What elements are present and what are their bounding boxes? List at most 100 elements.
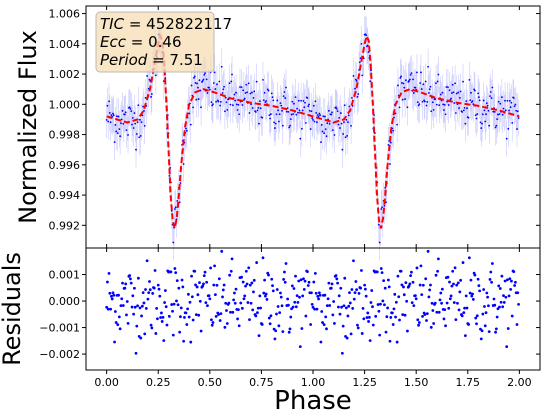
flux-point	[443, 104, 446, 106]
flux-point	[502, 107, 505, 110]
flux-point	[242, 89, 245, 92]
residual-point	[105, 305, 109, 309]
residual-point	[271, 289, 275, 293]
residual-point	[275, 288, 279, 291]
flux-point	[292, 113, 295, 115]
flux-point	[335, 106, 337, 109]
residual-point	[502, 294, 505, 297]
residual-point	[367, 320, 370, 323]
flux-point	[310, 110, 313, 113]
residual-point	[471, 292, 474, 296]
residual-point	[464, 294, 468, 298]
flux-point	[200, 106, 202, 109]
flux-point	[249, 92, 252, 95]
residual-point	[121, 281, 124, 285]
residual-point	[341, 324, 345, 328]
flux-point	[516, 110, 519, 113]
flux-point	[202, 78, 205, 81]
residual-point	[467, 323, 470, 326]
residual-point	[144, 307, 148, 310]
flux-point	[108, 112, 111, 114]
flux-point	[399, 77, 402, 79]
residual-point	[318, 293, 322, 297]
residual-point	[136, 276, 140, 280]
flux-point	[293, 102, 295, 105]
residual-point	[438, 298, 442, 302]
flux-point	[458, 107, 460, 109]
residual-point	[451, 269, 455, 273]
flux-point	[236, 109, 239, 111]
residual-point	[401, 313, 405, 317]
residual-point	[445, 301, 449, 305]
flux-point	[470, 91, 472, 94]
flux-point	[344, 136, 347, 139]
flux-point	[112, 112, 114, 115]
residual-point	[338, 312, 342, 316]
flux-point	[435, 82, 437, 85]
flux-point	[378, 241, 381, 244]
flux-point	[240, 86, 243, 89]
flux-point	[324, 128, 327, 131]
flux-point	[136, 121, 139, 124]
residual-point	[465, 306, 469, 310]
flux-point	[303, 106, 306, 109]
flux-point	[277, 109, 279, 112]
residual-point	[111, 291, 115, 295]
residual-ytick-label: 0.000	[49, 295, 81, 308]
residual-point	[425, 312, 429, 315]
flux-point	[276, 99, 279, 102]
residual-point	[284, 262, 288, 265]
flux-point	[245, 83, 248, 86]
flux-point	[210, 101, 213, 104]
residual-point	[327, 281, 331, 285]
residual-point	[234, 287, 238, 291]
flux-point	[320, 141, 322, 143]
flux-point	[179, 182, 182, 184]
flux-point	[512, 97, 515, 99]
residual-point	[165, 323, 169, 327]
residual-point	[493, 303, 497, 307]
residual-point	[433, 301, 437, 305]
flux-point	[401, 98, 404, 101]
flux-point	[360, 42, 363, 45]
flux-point	[241, 104, 244, 106]
residual-point	[382, 279, 386, 283]
residual-point	[367, 315, 371, 319]
residual-point	[326, 297, 330, 301]
residual-point	[158, 294, 162, 298]
flux-point	[447, 104, 450, 106]
residual-point	[492, 297, 496, 301]
flux-point	[248, 112, 251, 114]
residual-point	[258, 294, 262, 298]
flux-point	[113, 141, 116, 143]
flux-point	[312, 104, 315, 107]
flux-point	[323, 132, 326, 135]
residual-point	[130, 305, 134, 309]
flux-point	[341, 148, 344, 151]
residual-point	[172, 302, 176, 306]
residual-point	[437, 310, 441, 314]
residual-point	[220, 249, 224, 253]
residual-point	[167, 314, 171, 318]
flux-point	[285, 110, 288, 113]
residual-point	[427, 295, 431, 299]
flux-point	[389, 141, 392, 144]
residual-point	[406, 329, 409, 333]
flux-point	[306, 97, 309, 99]
residual-point	[381, 299, 385, 303]
flux-point	[304, 121, 307, 124]
flux-point	[474, 114, 477, 117]
residual-point	[119, 304, 123, 308]
flux-point	[513, 105, 516, 108]
residual-point	[194, 283, 197, 287]
residual-point	[268, 322, 272, 326]
residual-point	[513, 280, 517, 284]
residual-point	[430, 301, 434, 305]
flux-point	[129, 107, 132, 110]
residual-point	[109, 307, 113, 311]
residual-point	[121, 304, 125, 307]
flux-point	[477, 92, 479, 95]
residual-point	[419, 264, 423, 268]
residual-point	[498, 305, 501, 309]
residual-point	[410, 301, 414, 305]
